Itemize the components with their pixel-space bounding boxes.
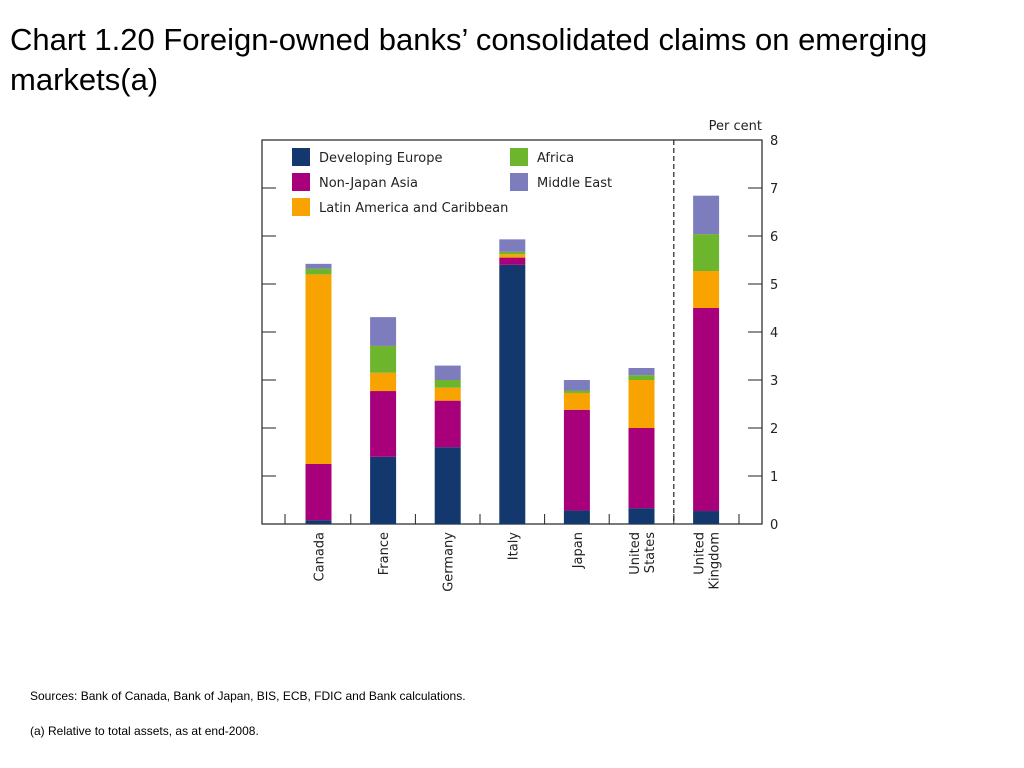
x-tick-label: States	[643, 532, 658, 573]
legend-label: Developing Europe	[319, 151, 442, 166]
bar-middle-east	[499, 239, 526, 252]
bar-non-japan-asia	[305, 464, 332, 521]
x-tick-label: France	[377, 532, 392, 575]
y-tick-label: 0	[770, 518, 778, 533]
bar-non-japan-asia	[693, 308, 720, 512]
x-tick-label: Germany	[442, 532, 457, 592]
bar-non-japan-asia	[628, 428, 655, 509]
bar-developing-europe	[693, 511, 720, 524]
legend-swatch	[510, 148, 528, 166]
x-tick-label: Canada	[313, 532, 328, 581]
y-tick-label: 4	[770, 326, 778, 341]
bar-latin-america-and-caribbean	[370, 372, 397, 392]
bar-latin-america-and-caribbean	[693, 271, 720, 308]
bar-africa	[628, 375, 655, 380]
bar-non-japan-asia	[563, 409, 590, 511]
bar-africa	[499, 251, 526, 255]
bar-developing-europe	[370, 456, 397, 524]
x-tick-label: United	[693, 532, 708, 575]
bar-latin-america-and-caribbean	[563, 392, 590, 410]
y-tick-label: 2	[770, 422, 778, 437]
legend-label: Middle East	[537, 176, 612, 191]
bar-developing-europe	[499, 264, 526, 524]
bar-africa	[370, 345, 397, 373]
y-tick-label: 6	[770, 230, 778, 245]
bar-middle-east	[628, 368, 655, 376]
bar-latin-america-and-caribbean	[305, 274, 332, 464]
note-footnote: (a) Relative to total assets, as at end-…	[30, 724, 259, 738]
legend-label: Non-Japan Asia	[319, 176, 418, 191]
bar-developing-europe	[305, 520, 332, 524]
bar-latin-america-and-caribbean	[628, 380, 655, 428]
legend-swatch	[292, 198, 310, 216]
bar-non-japan-asia	[499, 257, 526, 265]
unit-label: Per cent	[709, 119, 762, 134]
y-tick-label: 5	[770, 278, 778, 293]
legend-swatch	[292, 148, 310, 166]
legend-swatch	[510, 173, 528, 191]
slide-title: Chart 1.20 Foreign-owned banks’ consolid…	[10, 22, 928, 97]
legend-swatch	[292, 173, 310, 191]
x-tick-label: Kingdom	[708, 532, 723, 590]
bar-africa	[305, 268, 332, 275]
x-tick-label: Italy	[506, 532, 521, 561]
bar-middle-east	[693, 195, 720, 235]
bar-middle-east	[370, 317, 397, 346]
bar-non-japan-asia	[434, 400, 461, 448]
x-tick-label: United	[628, 532, 643, 575]
bar-africa	[434, 380, 461, 388]
x-tick-label: Japan	[571, 532, 586, 569]
y-tick-label: 1	[770, 470, 778, 485]
bar-non-japan-asia	[370, 391, 397, 457]
y-tick-label: 7	[770, 182, 778, 197]
bar-developing-europe	[434, 447, 461, 524]
bar-middle-east	[305, 263, 332, 269]
bar-latin-america-and-caribbean	[434, 387, 461, 401]
bar-africa	[693, 234, 720, 272]
bar-middle-east	[434, 365, 461, 380]
bar-developing-europe	[563, 510, 590, 524]
legend-label: Africa	[537, 151, 574, 166]
bar-africa	[563, 390, 590, 393]
y-tick-label: 3	[770, 374, 778, 389]
bar-latin-america-and-caribbean	[499, 254, 526, 258]
stacked-bar-chart: 0 1 2 3 4 5 6 7 8 Per cent Canada France Germany Ital…	[261, 119, 778, 592]
bar-middle-east	[563, 380, 590, 391]
y-tick-label: 8	[770, 134, 778, 149]
sources-footnote: Sources: Bank of Canada, Bank of Japan, …	[30, 689, 466, 703]
legend-label: Latin America and Caribbean	[319, 201, 508, 216]
bar-developing-europe	[628, 508, 655, 524]
